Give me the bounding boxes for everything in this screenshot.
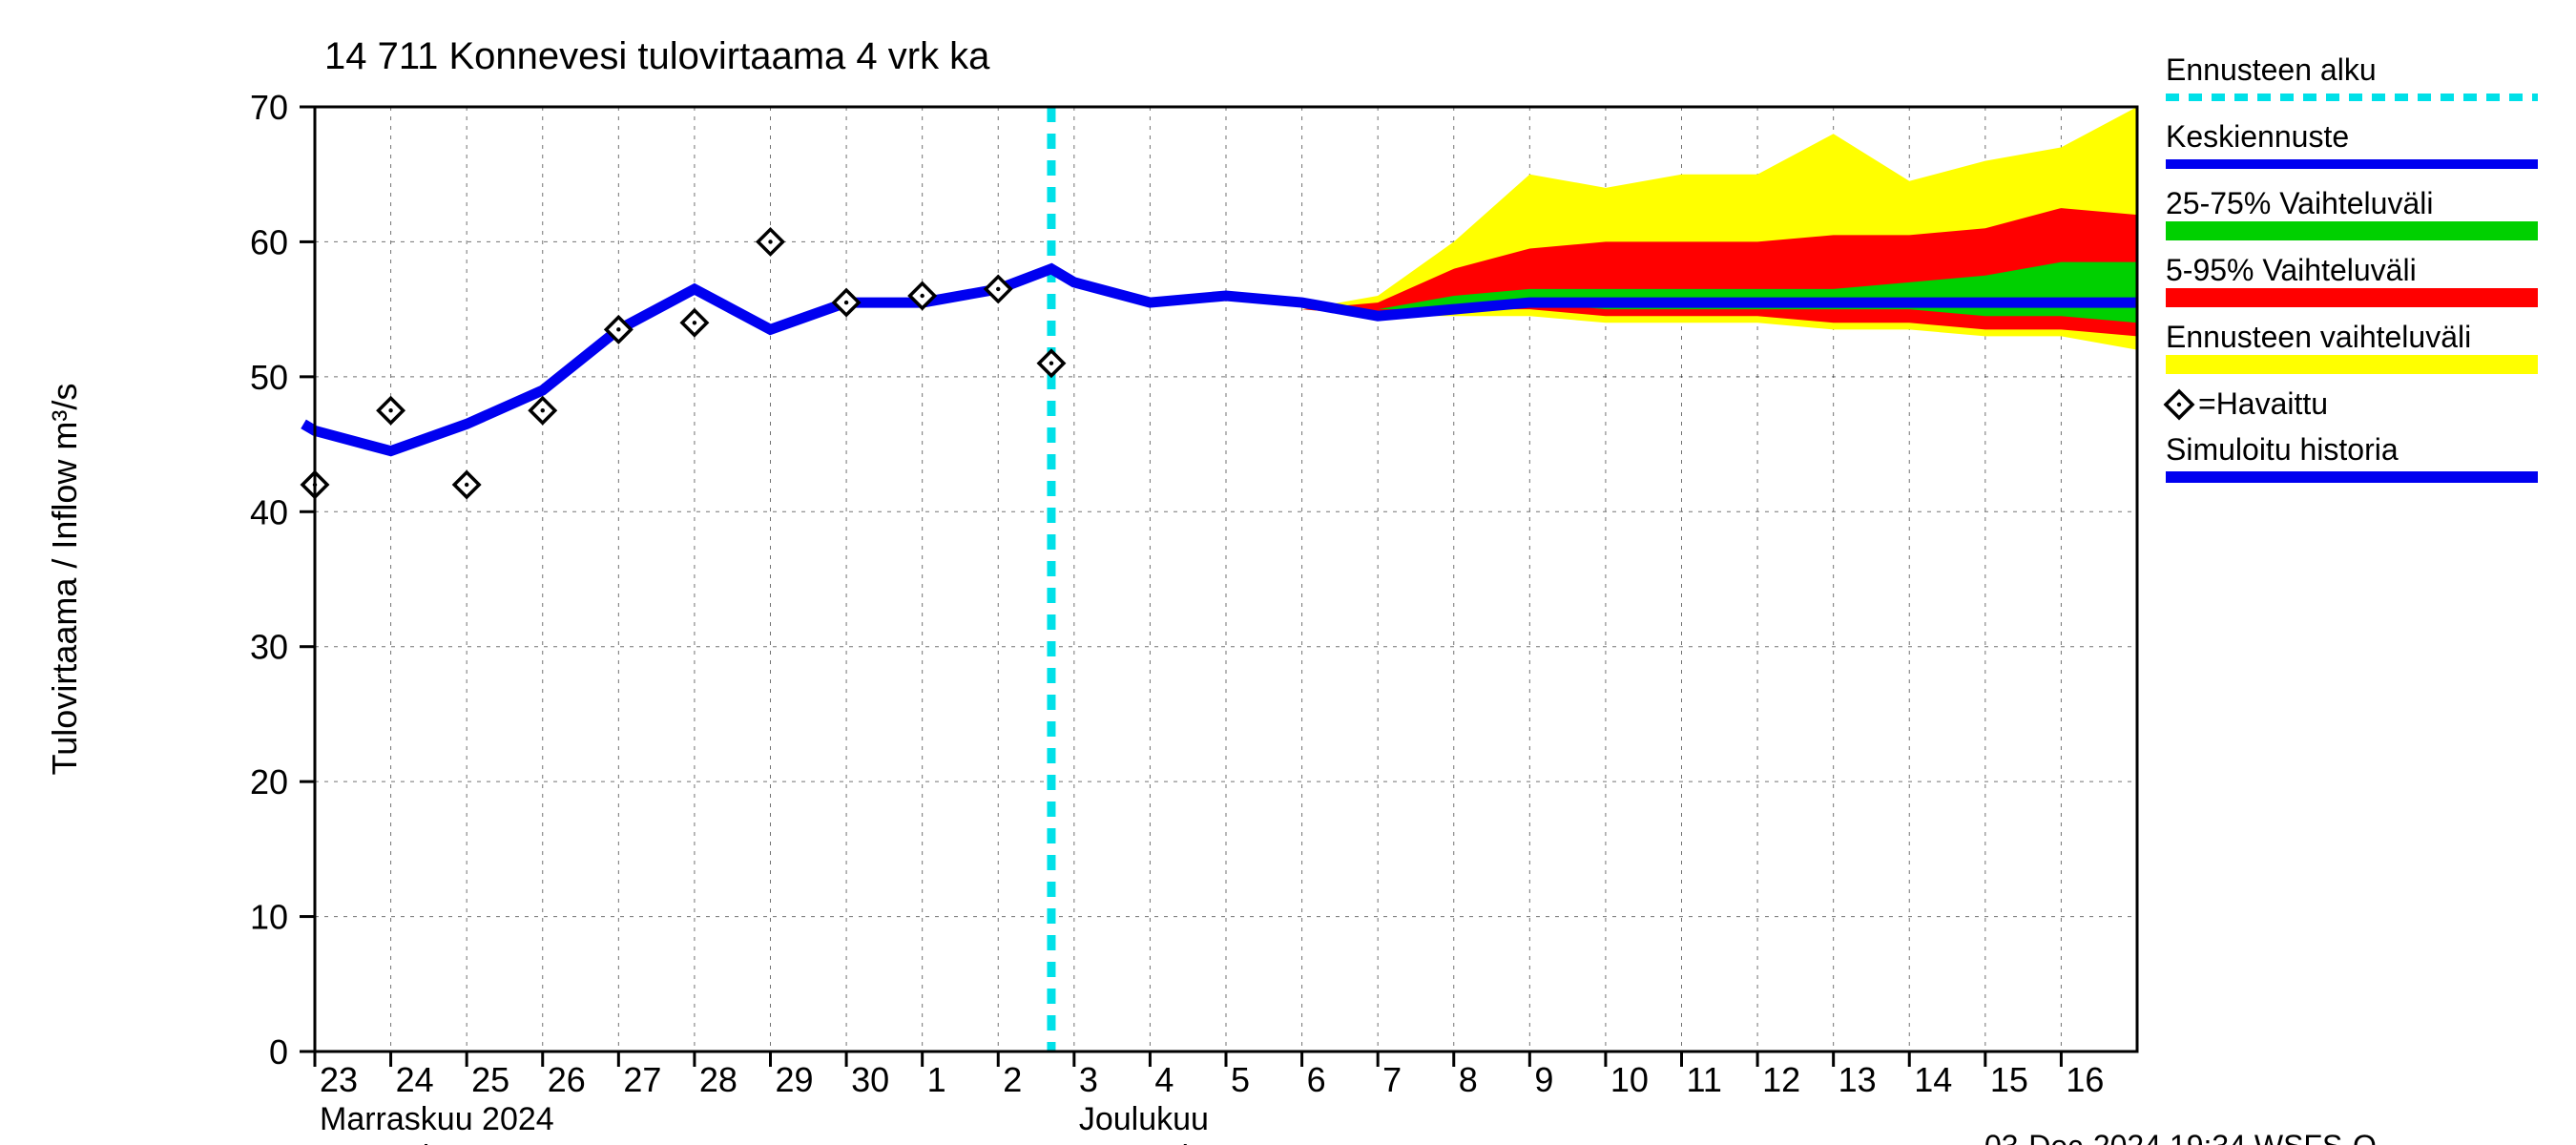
x-tick-label: 14 [1914,1060,1952,1099]
y-tick-label: 10 [250,898,288,937]
month-label: Joulukuu [1079,1101,1209,1137]
footer-timestamp: 03-Dec-2024 19:34 WSFS-O [1984,1129,2377,1145]
y-tick-label: 60 [250,222,288,261]
x-tick-label: 12 [1762,1060,1800,1099]
y-tick-label: 20 [250,762,288,802]
legend-swatch-p25_75 [2166,221,2538,240]
x-tick-label: 10 [1610,1060,1649,1099]
legend-label-forecast_start: Ennusteen alku [2166,52,2377,87]
x-tick-label: 2 [1003,1060,1022,1099]
legend-label-observed: =Havaittu [2198,386,2328,421]
x-tick-label: 1 [927,1060,946,1099]
x-tick-label: 26 [548,1060,586,1099]
x-tick-label: 15 [1990,1060,2028,1099]
month-label: November [320,1139,469,1145]
x-tick-label: 7 [1382,1060,1402,1099]
y-tick-label: 30 [250,628,288,667]
x-tick-label: 11 [1687,1060,1722,1099]
x-tick-label: 28 [699,1060,737,1099]
legend-swatch-p5_95 [2166,288,2538,307]
chart-title: 14 711 Konnevesi tulovirtaama 4 vrk ka [324,35,990,77]
x-tick-label: 24 [396,1060,434,1099]
legend-label-range: Ennusteen vaihteluväli [2166,320,2471,354]
x-tick-label: 6 [1307,1060,1326,1099]
legend-label-p5_95: 5-95% Vaihteluväli [2166,253,2417,287]
y-axis-label: Tulovirtaama / Inflow m³/s [45,384,84,776]
month-label: Marraskuu 2024 [320,1101,554,1137]
inflow-forecast-chart: 0102030405060702324252627282930123456789… [0,0,2576,1145]
x-tick-label: 13 [1839,1060,1877,1099]
y-tick-label: 50 [250,358,288,397]
x-tick-label: 25 [471,1060,509,1099]
x-tick-label: 4 [1154,1060,1174,1099]
y-tick-label: 0 [269,1032,288,1072]
x-tick-label: 8 [1459,1060,1478,1099]
legend-label-p25_75: 25-75% Vaihteluväli [2166,186,2433,220]
x-tick-label: 23 [320,1060,358,1099]
legend-label-simhist: Simuloitu historia [2166,432,2399,467]
x-tick-label: 27 [623,1060,661,1099]
y-tick-label: 40 [250,492,288,531]
y-tick-label: 70 [250,88,288,127]
x-tick-label: 16 [2066,1060,2104,1099]
month-label: December [1079,1139,1229,1145]
x-tick-label: 3 [1079,1060,1098,1099]
x-tick-label: 30 [851,1060,889,1099]
x-tick-label: 5 [1231,1060,1250,1099]
x-tick-label: 9 [1534,1060,1553,1099]
legend-swatch-range [2166,355,2538,374]
x-tick-label: 29 [776,1060,814,1099]
legend-label-median: Keskiennuste [2166,119,2349,154]
